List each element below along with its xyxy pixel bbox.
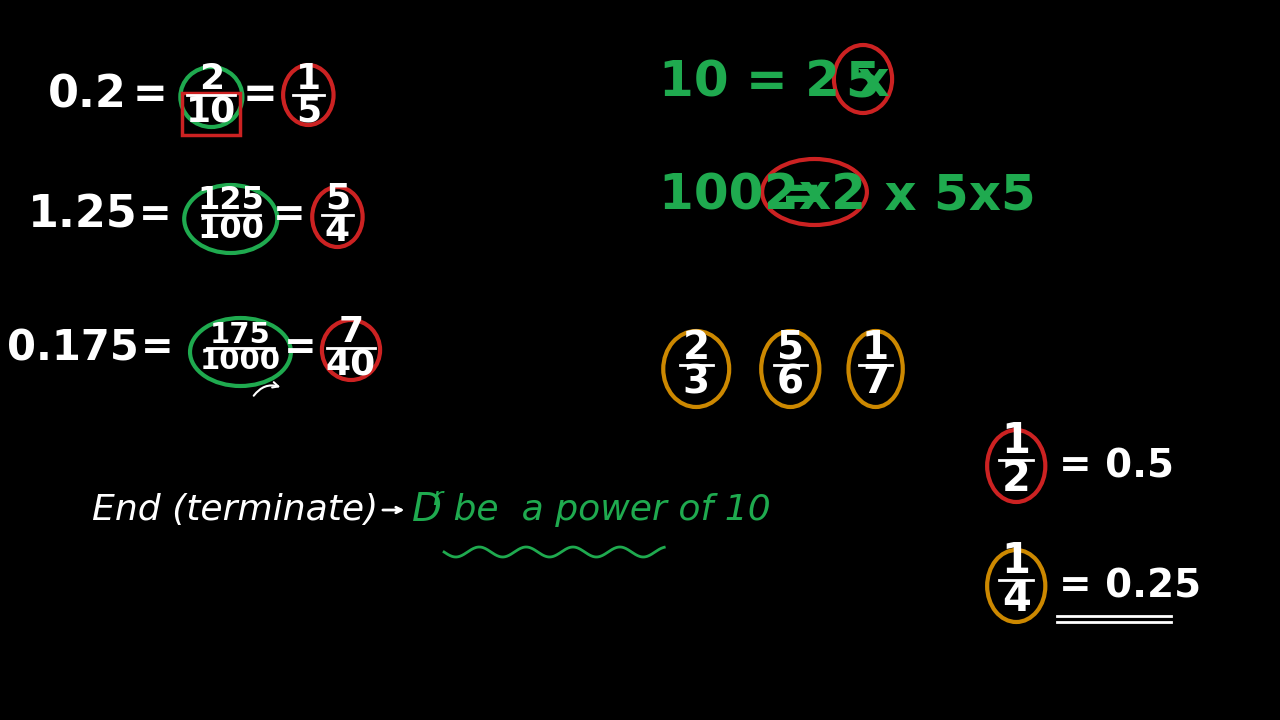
Text: =: =	[138, 196, 172, 234]
Text: 2x2: 2x2	[764, 171, 865, 219]
Text: 40: 40	[326, 347, 376, 381]
Bar	[182, 93, 241, 135]
Text: = 0.25: = 0.25	[1059, 567, 1201, 605]
Text: 2: 2	[198, 62, 224, 96]
Text: 7: 7	[338, 315, 364, 349]
Text: 3: 3	[682, 364, 710, 401]
Text: 2: 2	[682, 328, 710, 366]
Text: =: =	[133, 74, 168, 116]
Text: 10: 10	[186, 94, 237, 128]
Text: =: =	[242, 74, 278, 116]
Text: 6: 6	[777, 364, 804, 401]
Text: 125: 125	[197, 185, 264, 216]
Text: 100 =: 100 =	[659, 171, 823, 219]
Text: =: =	[141, 329, 173, 367]
Text: =: =	[273, 196, 305, 234]
Text: 100: 100	[197, 214, 264, 245]
Text: 1: 1	[296, 62, 321, 96]
Text: x 5x5: x 5x5	[867, 171, 1036, 219]
Text: 5: 5	[325, 182, 349, 216]
Text: 0.2: 0.2	[47, 73, 127, 117]
Text: 1000: 1000	[200, 347, 280, 375]
Text: 1: 1	[1002, 541, 1030, 582]
Text: 5: 5	[777, 328, 804, 366]
Text: 4: 4	[1002, 577, 1030, 620]
Text: 10 = 2 x: 10 = 2 x	[659, 58, 890, 106]
Text: 2: 2	[1002, 458, 1030, 500]
Text: =: =	[284, 329, 317, 367]
Text: 1: 1	[861, 328, 890, 366]
Text: r: r	[433, 486, 443, 510]
Text: 1.25: 1.25	[27, 194, 137, 236]
Text: be  a power of 10: be a power of 10	[442, 493, 771, 527]
Text: 5: 5	[846, 58, 881, 106]
Text: 0.175: 0.175	[6, 327, 138, 369]
Text: = 0.5: = 0.5	[1059, 447, 1174, 485]
Text: 175: 175	[210, 321, 271, 349]
Text: 5: 5	[296, 94, 321, 128]
Text: 1: 1	[1002, 420, 1030, 462]
Text: End (terminate): End (terminate)	[92, 493, 379, 527]
Text: 4: 4	[325, 214, 349, 248]
Text: D: D	[412, 491, 442, 529]
Text: 7: 7	[861, 364, 890, 401]
